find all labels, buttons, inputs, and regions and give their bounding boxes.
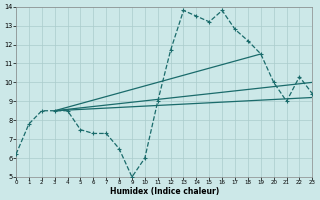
X-axis label: Humidex (Indice chaleur): Humidex (Indice chaleur)	[109, 187, 219, 196]
